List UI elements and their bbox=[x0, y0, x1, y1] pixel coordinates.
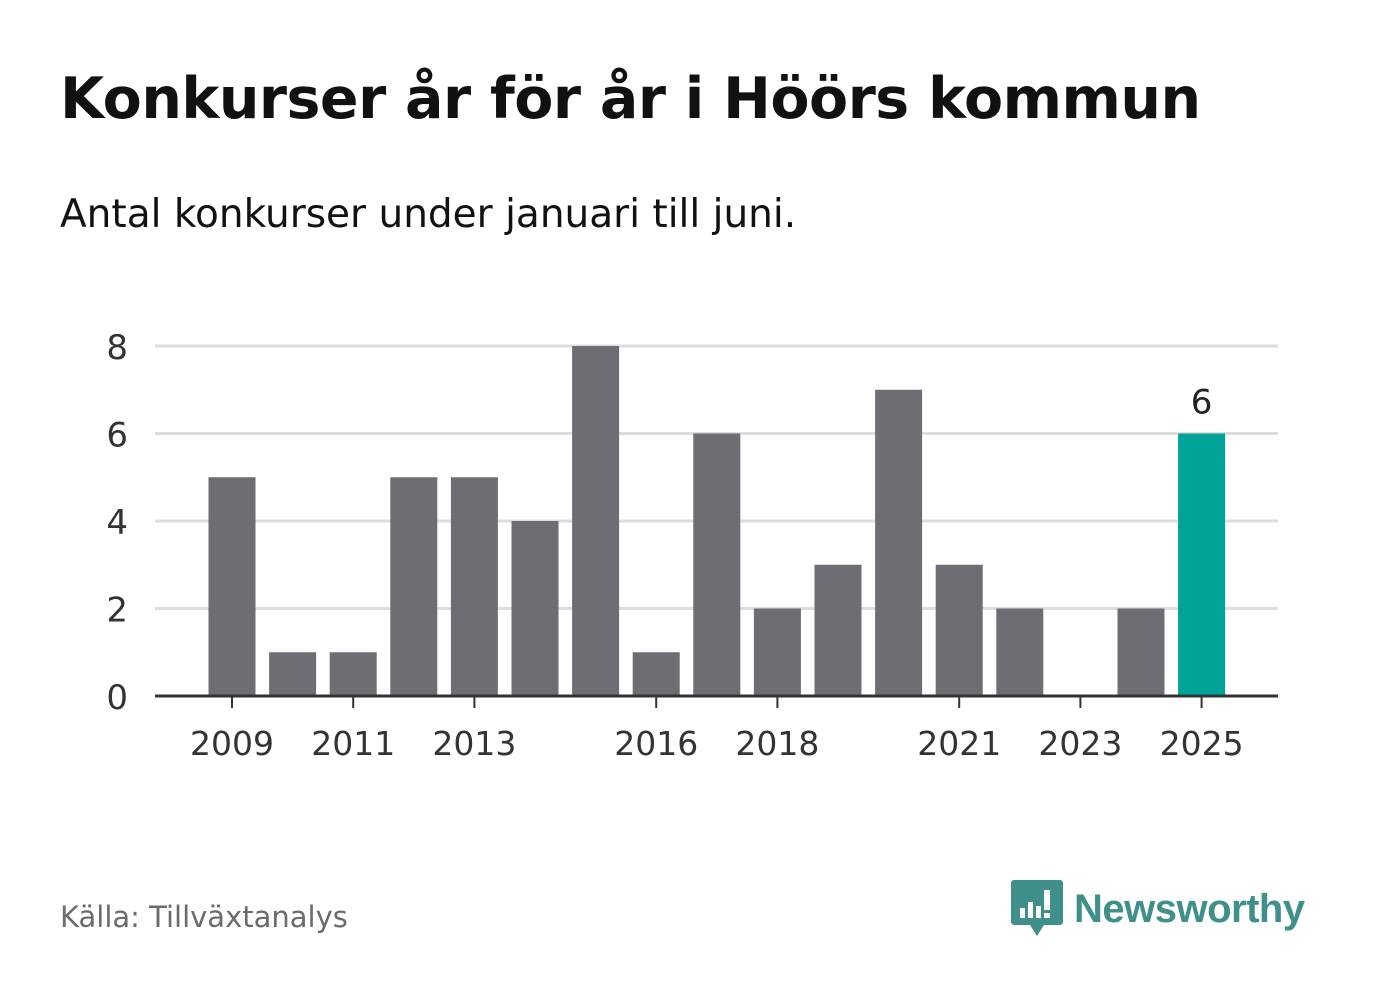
newsworthy-logo-icon bbox=[1011, 880, 1063, 936]
bar-2016 bbox=[632, 652, 680, 696]
x-tick-label-2021: 2021 bbox=[917, 724, 1001, 763]
bar-2009 bbox=[208, 477, 256, 696]
bar-2018 bbox=[753, 608, 801, 696]
y-tick-label: 8 bbox=[106, 328, 128, 368]
bar-2012 bbox=[390, 477, 438, 696]
newsworthy-logo: Newsworthy bbox=[1010, 878, 1305, 940]
bar-2011 bbox=[329, 652, 377, 696]
x-tick-label-2016: 2016 bbox=[614, 724, 698, 763]
chart-title: Konkurser år för år i Höörs kommun bbox=[60, 66, 1201, 132]
bar-2015 bbox=[572, 346, 620, 696]
chart-subtitle: Antal konkurser under januari till juni. bbox=[60, 192, 797, 237]
y-tick-label: 6 bbox=[106, 416, 128, 456]
x-tick-label-2018: 2018 bbox=[735, 724, 819, 763]
brand-name: Newsworthy bbox=[1074, 886, 1305, 931]
x-tick-label-2011: 2011 bbox=[311, 724, 395, 763]
bar-2013 bbox=[450, 477, 498, 696]
bar-2022 bbox=[996, 608, 1044, 696]
bar-2020 bbox=[875, 389, 923, 696]
x-tick-label-2013: 2013 bbox=[432, 724, 516, 763]
y-tick-label: 4 bbox=[106, 503, 128, 543]
y-tick-label: 0 bbox=[106, 678, 128, 718]
x-tick-label-2009: 2009 bbox=[190, 724, 274, 763]
x-tick-label-2025: 2025 bbox=[1160, 724, 1244, 763]
bar-2010 bbox=[269, 652, 317, 696]
bar-2024 bbox=[1117, 608, 1165, 696]
y-tick-label: 2 bbox=[106, 591, 128, 631]
bar-2014 bbox=[511, 521, 559, 696]
bar-2017 bbox=[693, 433, 741, 696]
source-note: Källa: Tillväxtanalys bbox=[60, 900, 348, 934]
data-label-2025: 6 bbox=[1191, 383, 1213, 423]
x-tick-label-2023: 2023 bbox=[1038, 724, 1122, 763]
bar-2021 bbox=[935, 564, 983, 696]
bar-2019 bbox=[814, 564, 862, 696]
bar-2025 bbox=[1178, 433, 1226, 696]
